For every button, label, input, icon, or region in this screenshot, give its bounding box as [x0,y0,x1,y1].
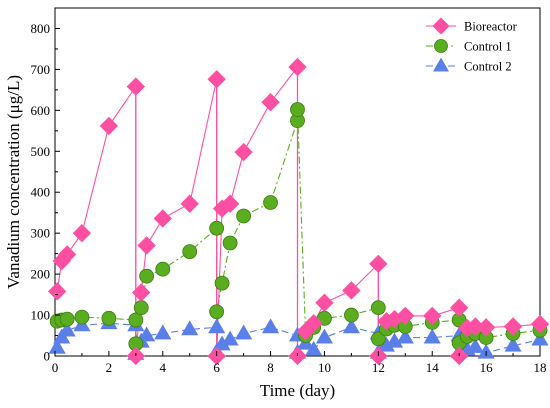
control-1-point [236,208,252,224]
control-1-point [182,244,198,260]
x-axis-title: Time (day) [260,381,335,400]
x-tick-label: 10 [318,360,331,375]
y-tick-label: 800 [31,21,51,36]
bioreactor-point [234,142,253,162]
control-2-point [208,318,226,334]
bioreactor-point [126,77,146,96]
y-tick-label: 700 [31,62,51,77]
bioreactor-point [220,194,240,213]
bioreactor-point [530,314,550,334]
legend-label-control-1: Control 1 [464,40,512,54]
y-tick-label: 500 [31,144,51,159]
series-markers [47,57,550,366]
control-2-point [342,318,360,334]
control-2-point [423,328,441,344]
control-1-point [222,235,238,251]
legend-marker-bioreactor [432,17,450,35]
control-2-point [504,336,522,352]
bioreactor-point [132,283,151,302]
legend-marker-control-1 [434,39,448,53]
bioreactor-point [423,306,442,326]
control-1-point [214,275,230,291]
control-2-point [154,324,172,340]
control-2-point [531,330,549,346]
control-1-point [263,195,278,210]
control-1-point [209,220,225,236]
bioreactor-point [449,298,469,317]
x-tick-label: 16 [480,360,494,375]
control-1-point [101,310,117,326]
bioreactor-point [304,314,323,333]
control-2-point [235,324,253,340]
control-1-point [370,331,386,347]
y-tick-label: 100 [31,308,51,323]
control-2-point [48,338,66,354]
legend-label-control-2: Control 2 [464,60,512,74]
control-2-point [221,330,239,346]
control-1-point [133,300,149,316]
bioreactor-point [207,70,226,89]
control-1-point [128,312,144,328]
control-1-point [59,311,75,327]
x-axis-ticks: 0 2 4 6 8 10 12 14 16 18 [52,351,547,375]
control-1-point [290,102,305,117]
control-1-point [370,300,386,316]
control-1-point [139,268,155,284]
x-tick-label: 6 [213,360,220,375]
bioreactor-point [180,194,199,213]
x-tick-label: 2 [106,360,113,375]
x-tick-label: 18 [534,360,547,375]
y-axis-ticks: 0 100 200 300 400 500 600 700 800 [31,21,60,364]
bioreactor-point [47,282,67,301]
x-tick-label: 14 [426,360,440,375]
x-tick-label: 0 [52,360,59,375]
control-2-point [315,328,334,344]
control-2-point [305,340,323,356]
control-1-point [155,261,171,277]
y-tick-label: 600 [31,103,51,118]
bioreactor-point [315,293,334,312]
bioreactor-point [57,245,77,264]
y-axis-title: Vanadium concentration (μg/L) [4,75,23,289]
y-tick-label: 300 [31,226,51,241]
bioreactor-point [342,281,361,300]
y-tick-label: 0 [44,349,51,364]
bioreactor-point [261,92,280,112]
x-tick-label: 8 [267,360,274,375]
legend-label-bioreactor: Bioreactor [464,20,518,34]
control-2-point [58,321,76,337]
control-2-point [181,320,199,336]
bioreactor-point [72,224,92,243]
legend: Bioreactor Control 1 Control 2 [424,14,534,80]
bioreactor-point [396,306,415,326]
control-2-point [385,332,404,348]
legend-marker-control-2 [433,57,449,72]
control-1-point [74,309,90,325]
control-2-point [138,326,156,342]
bioreactor-point [99,116,119,136]
bioreactor-point [369,254,388,274]
y-tick-label: 400 [31,185,51,200]
bioreactor-point [153,209,172,228]
control-1-point [343,307,359,323]
bioreactor-point [476,318,496,337]
bioreactor-point [288,57,307,77]
control-1-point [209,304,225,320]
control-2-point [396,328,414,344]
x-tick-label: 12 [372,360,385,375]
y-tick-label: 200 [31,267,51,282]
control-2-point [466,337,484,353]
control-2-point [261,318,280,334]
bioreactor-point [137,236,156,255]
x-tick-label: 4 [160,360,167,375]
bioreactor-point [503,317,523,336]
